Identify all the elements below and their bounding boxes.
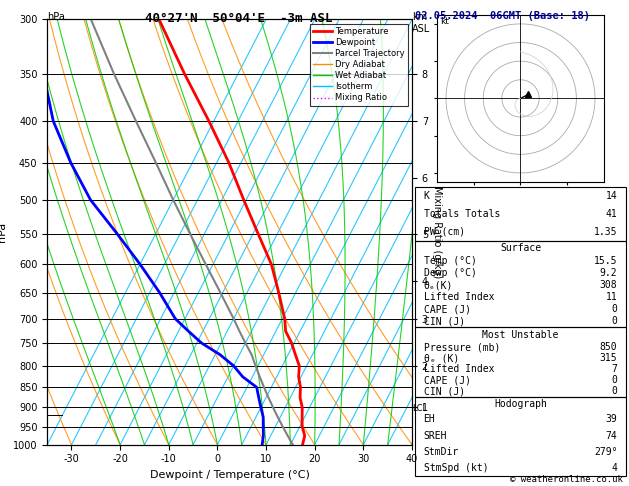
Text: 315: 315	[600, 353, 618, 364]
Text: Dewp (°C): Dewp (°C)	[423, 268, 476, 278]
Text: 850: 850	[600, 342, 618, 352]
Text: 308: 308	[600, 280, 618, 290]
Text: StmDir: StmDir	[423, 447, 459, 457]
Text: EH: EH	[423, 415, 435, 424]
X-axis label: Dewpoint / Temperature (°C): Dewpoint / Temperature (°C)	[150, 470, 309, 480]
Text: km
ASL: km ASL	[412, 12, 430, 34]
Text: 02.05.2024  06GMT (Base: 18): 02.05.2024 06GMT (Base: 18)	[415, 11, 590, 21]
Text: θₑ(K): θₑ(K)	[423, 280, 453, 290]
Text: 39: 39	[606, 415, 618, 424]
Text: Lifted Index: Lifted Index	[423, 364, 494, 374]
Text: 0: 0	[611, 386, 618, 396]
Text: Temp (°C): Temp (°C)	[423, 256, 476, 266]
Text: θₑ (K): θₑ (K)	[423, 353, 459, 364]
Text: 1.35: 1.35	[594, 226, 618, 237]
Text: 7: 7	[611, 364, 618, 374]
Text: 0: 0	[611, 304, 618, 314]
Text: 279°: 279°	[594, 447, 618, 457]
Text: 40°27'N  50°04'E  -3m ASL: 40°27'N 50°04'E -3m ASL	[145, 12, 332, 25]
Legend: Temperature, Dewpoint, Parcel Trajectory, Dry Adiabat, Wet Adiabat, Isotherm, Mi: Temperature, Dewpoint, Parcel Trajectory…	[310, 24, 408, 106]
Text: K: K	[423, 191, 430, 201]
Text: © weatheronline.co.uk: © weatheronline.co.uk	[510, 474, 623, 484]
Text: SREH: SREH	[423, 431, 447, 441]
Text: PW (cm): PW (cm)	[423, 226, 465, 237]
Text: Most Unstable: Most Unstable	[482, 330, 559, 340]
Text: 41: 41	[606, 209, 618, 219]
Text: 0: 0	[611, 316, 618, 326]
Bar	[415, 328, 626, 397]
Text: CIN (J): CIN (J)	[423, 386, 465, 396]
Text: 74: 74	[606, 431, 618, 441]
Text: Totals Totals: Totals Totals	[423, 209, 500, 219]
Text: Pressure (mb): Pressure (mb)	[423, 342, 500, 352]
Text: 0: 0	[611, 375, 618, 385]
Y-axis label: hPa: hPa	[0, 222, 8, 242]
Y-axis label: Mixing Ratio (g/kg): Mixing Ratio (g/kg)	[432, 186, 442, 278]
Text: CAPE (J): CAPE (J)	[423, 375, 470, 385]
Bar	[415, 241, 626, 328]
Text: Lifted Index: Lifted Index	[423, 292, 494, 302]
Text: CAPE (J): CAPE (J)	[423, 304, 470, 314]
Text: 15.5: 15.5	[594, 256, 618, 266]
Text: StmSpd (kt): StmSpd (kt)	[423, 463, 488, 473]
Text: CIN (J): CIN (J)	[423, 316, 465, 326]
Text: 11: 11	[606, 292, 618, 302]
Text: LCL: LCL	[412, 404, 427, 413]
Bar	[415, 187, 626, 241]
Text: hPa: hPa	[47, 12, 65, 22]
Text: Hodograph: Hodograph	[494, 399, 547, 409]
Text: kt: kt	[440, 17, 449, 26]
Text: Surface: Surface	[500, 243, 541, 253]
Text: 9.2: 9.2	[600, 268, 618, 278]
Text: 14: 14	[606, 191, 618, 201]
Bar	[415, 397, 626, 476]
Text: 4: 4	[611, 463, 618, 473]
